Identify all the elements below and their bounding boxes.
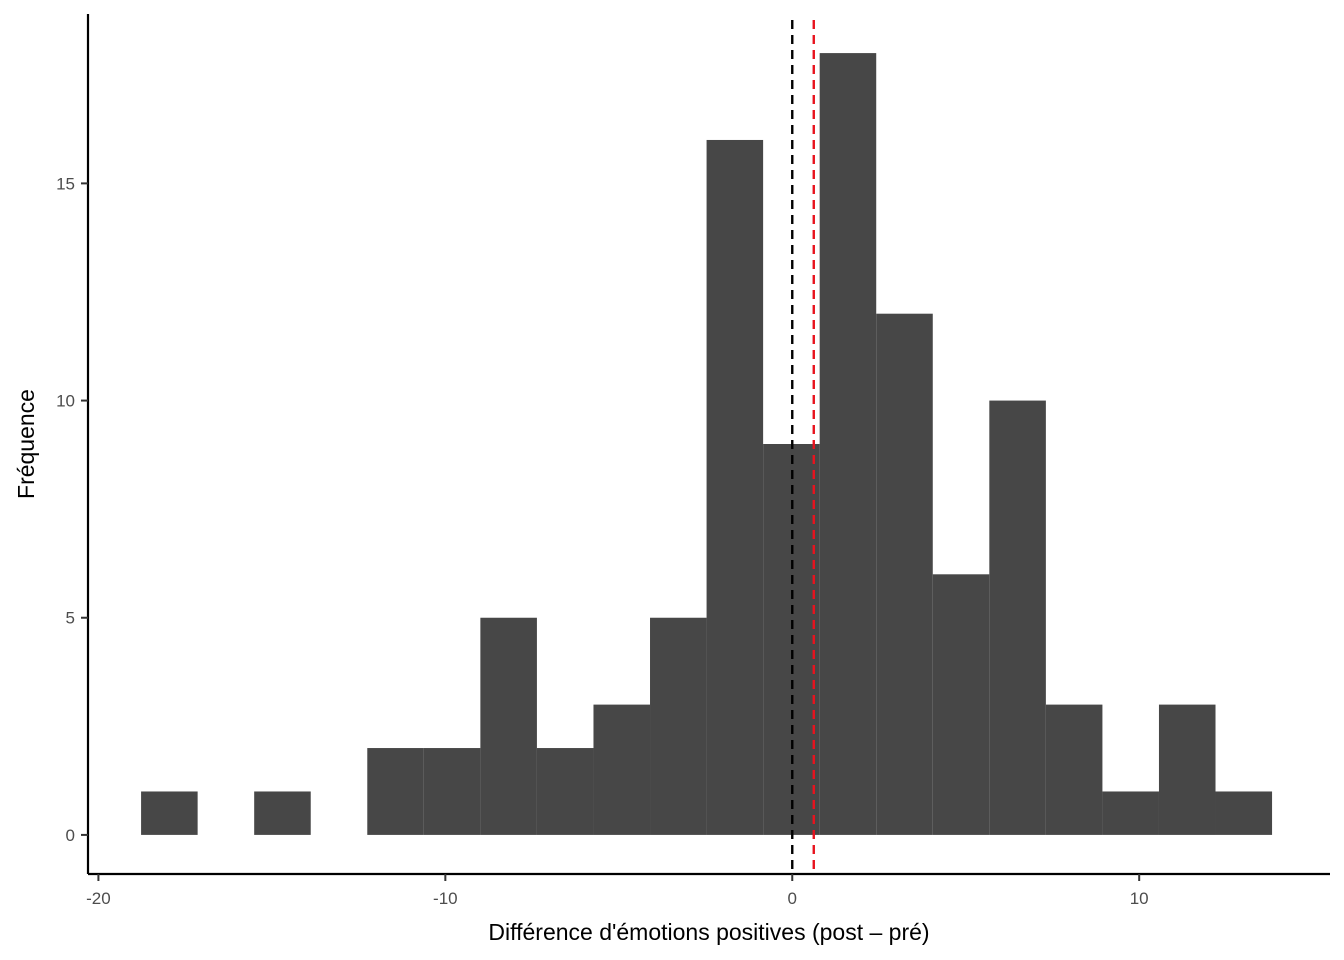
x-tick-label: 10	[1130, 889, 1149, 908]
histogram-bar	[536, 748, 594, 835]
histogram-bar	[876, 313, 933, 835]
histogram-bar	[932, 574, 990, 835]
histogram-bar	[1215, 791, 1273, 835]
histogram-bar	[141, 791, 198, 835]
x-tick-label: -10	[433, 889, 458, 908]
x-tick-label: -20	[86, 889, 111, 908]
histogram-bar	[1045, 704, 1103, 835]
histogram-bar	[1102, 791, 1159, 835]
histogram-bars	[141, 53, 1273, 835]
y-tick-label: 15	[56, 174, 75, 193]
y-axis-ticks: 0 5 10 15	[56, 174, 88, 845]
y-tick-label: 0	[66, 826, 75, 845]
histogram-bar	[367, 748, 424, 835]
histogram-bar	[254, 791, 311, 835]
histogram-bar	[650, 617, 707, 835]
histogram-bar	[593, 704, 651, 835]
y-axis-title: Fréquence	[13, 389, 39, 499]
y-tick-label: 10	[56, 392, 75, 411]
y-tick-label: 5	[66, 609, 75, 628]
x-tick-label: 0	[788, 889, 797, 908]
histogram-bar	[706, 139, 764, 835]
x-axis-title: Différence d'émotions positives (post – …	[488, 919, 929, 945]
histogram-bar	[819, 53, 877, 835]
reference-lines	[791, 20, 815, 874]
histogram-bar	[1158, 704, 1216, 835]
histogram-bar	[423, 748, 481, 835]
x-axis-ticks: -20 -10 0 10	[86, 874, 1149, 908]
histogram-bar	[989, 400, 1046, 835]
histogram-bar	[480, 617, 537, 835]
